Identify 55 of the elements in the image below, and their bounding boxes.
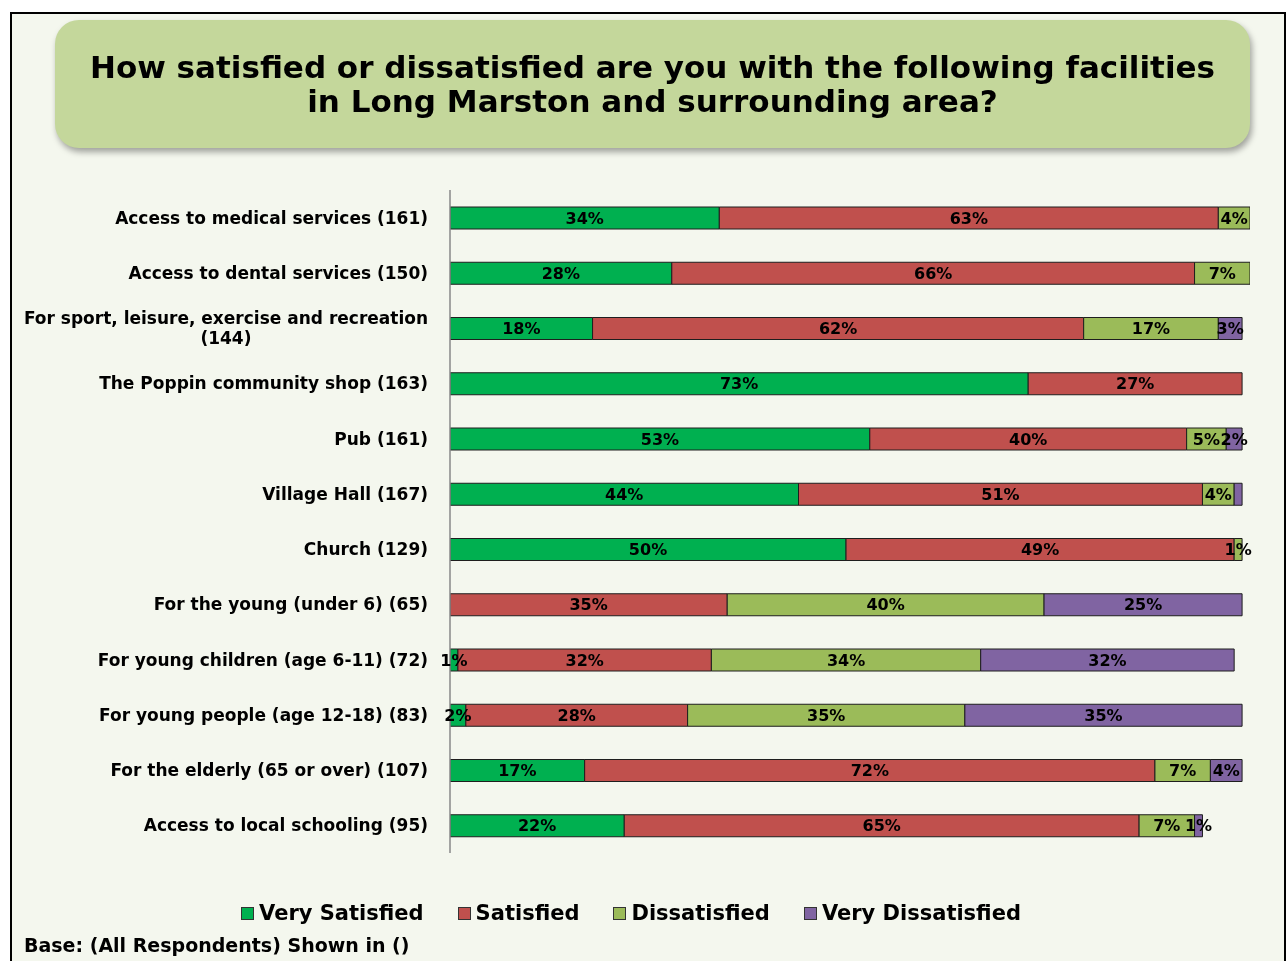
data-label: 1% xyxy=(440,650,468,670)
data-label: 53% xyxy=(640,429,680,449)
data-label: 34% xyxy=(826,650,866,670)
data-label: 27% xyxy=(1116,374,1155,394)
y-tick-label: For the elderly (65 or over) (107) xyxy=(110,760,429,781)
data-label: 72% xyxy=(850,761,889,780)
data-label: 7% xyxy=(1153,816,1181,836)
data-label: 51% xyxy=(981,484,1020,504)
legend-label: Satisfied xyxy=(475,900,580,926)
legend-label: Very Satisfied xyxy=(259,900,424,926)
data-label: 40% xyxy=(866,595,905,615)
y-tick-label: For young people (age 12-18) (83) xyxy=(99,704,429,725)
data-label: 62% xyxy=(818,319,858,338)
data-label: 32% xyxy=(1088,650,1127,670)
data-label: 22% xyxy=(517,816,557,836)
y-tick-label: For the young (under 6) (65) xyxy=(153,594,428,615)
data-label: 40% xyxy=(1009,429,1048,449)
data-label: 35% xyxy=(807,705,846,725)
data-label: 63% xyxy=(949,208,988,228)
y-tick-label: Access to dental services (150) xyxy=(128,262,428,283)
y-tick-label: Village Hall (167) xyxy=(262,483,428,504)
data-label: 35% xyxy=(569,595,608,615)
data-label: 17% xyxy=(1131,319,1171,338)
data-label: 66% xyxy=(914,263,953,283)
data-label: 44% xyxy=(605,484,644,504)
data-label: 50% xyxy=(628,540,668,559)
data-label: 49% xyxy=(1020,540,1060,559)
data-label: 4% xyxy=(1212,761,1240,780)
data-label: 7% xyxy=(1208,263,1236,283)
chart-title: How satisfied or dissatisfied are you with the following facilities in Long Marston and surrounding area? xyxy=(88,49,1217,119)
data-label: 4% xyxy=(1204,484,1232,504)
y-tick-label: Pub (161) xyxy=(334,428,429,449)
y-tick-label: Church (129) xyxy=(303,539,429,560)
data-label: 28% xyxy=(541,263,581,283)
legend-label: Very Dissatisfied xyxy=(821,900,1021,926)
data-label: 65% xyxy=(862,816,901,836)
y-tick-label: Access to medical services (161) xyxy=(115,207,429,228)
y-tick-label: For young children (age 6-11) (72) xyxy=(97,649,428,670)
y-tick-label: For sport, leisure, exercise and recreation (144) xyxy=(23,308,428,349)
data-label: 35% xyxy=(1084,705,1123,725)
data-label: 34% xyxy=(565,208,604,228)
data-label: 25% xyxy=(1123,595,1163,615)
data-label: 28% xyxy=(557,705,596,725)
data-label: 5% xyxy=(1192,429,1221,449)
data-label: 1% xyxy=(1224,540,1252,559)
data-label: 73% xyxy=(719,374,759,394)
data-label: 4% xyxy=(1220,208,1248,228)
data-label: 18% xyxy=(502,319,541,338)
legend-label: Dissatisfied xyxy=(631,900,770,926)
text: Base: (All Respondents) Shown in () xyxy=(23,934,411,956)
y-tick-label: Access to local schooling (95) xyxy=(143,815,428,836)
data-label: 32% xyxy=(565,650,604,670)
data-label: 7% xyxy=(1169,761,1197,780)
data-label: 17% xyxy=(498,761,537,780)
y-tick-label: The Poppin community shop (163) xyxy=(99,373,428,394)
